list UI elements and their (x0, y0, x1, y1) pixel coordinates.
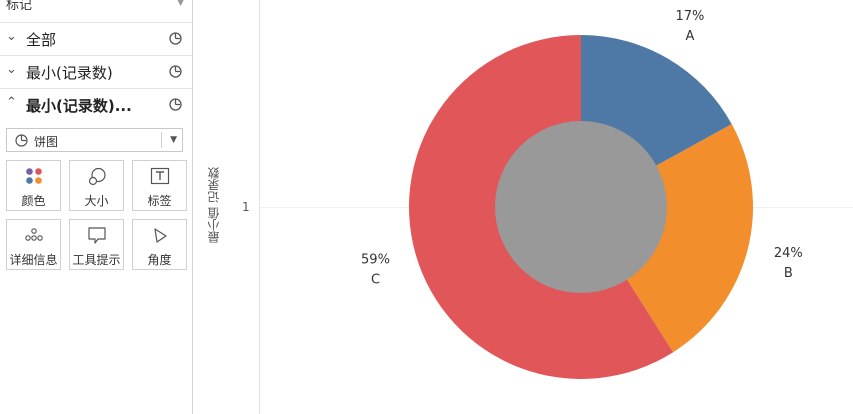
shelf-min-count-1[interactable]: ⌄ 最小(记录数) (0, 55, 192, 88)
tooltip-button[interactable]: 工具提示 (69, 219, 124, 270)
size-button[interactable]: 大小 (69, 160, 124, 211)
divider (161, 132, 162, 148)
size-icon (88, 167, 106, 186)
chevron-down-icon[interactable]: ▼ (177, 0, 184, 8)
slice-category-label: A (685, 29, 694, 44)
pie-chart-icon (169, 65, 182, 78)
angle-button-label: 角度 (147, 253, 172, 267)
chevron-down-icon[interactable]: ▼ (170, 135, 177, 145)
label-button[interactable]: 标签 (132, 160, 187, 211)
marks-panel: 标记 ▼ ⌄ 全部 ⌄ 最小(记录数) ⌃ 最小(记录数)... 饼图 (0, 0, 193, 414)
size-button-label: 大小 (84, 194, 109, 208)
color-button[interactable]: 颜色 (6, 160, 61, 211)
tooltip-button-label: 工具提示 (72, 253, 121, 267)
chevron-up-icon[interactable]: ⌃ (6, 95, 17, 110)
chevron-down-icon[interactable]: ⌄ (6, 29, 17, 44)
shelf-min-count-2[interactable]: ⌃ 最小(记录数)... (0, 88, 192, 121)
text-label-icon (150, 167, 169, 185)
pie-slice-b[interactable] (581, 124, 753, 353)
color-dots-icon (25, 168, 42, 184)
shelf-label: 最小(记录数)... (26, 97, 132, 115)
y-tick-label: 1 (242, 200, 250, 214)
chevron-down-icon[interactable]: ⌄ (6, 62, 17, 77)
donut-hole[interactable] (495, 121, 667, 293)
detail-dots-icon (24, 228, 43, 241)
mark-type-value: 饼图 (34, 135, 59, 149)
marks-header-title: 标记 (6, 0, 33, 13)
slice-category-label: B (784, 266, 793, 281)
label-button-label: 标签 (147, 194, 172, 208)
pie-chart-icon (169, 32, 182, 45)
shelf-all[interactable]: ⌄ 全部 (0, 22, 192, 55)
angle-button[interactable]: 角度 (132, 219, 187, 270)
pie-chart-icon (15, 134, 28, 147)
marks-header: 标记 ▼ (0, 0, 192, 14)
shelf-label: 全部 (26, 31, 57, 49)
detail-button[interactable]: 详细信息 (6, 219, 61, 270)
slice-percent-label: 17% (675, 9, 704, 24)
color-button-label: 颜色 (21, 194, 46, 208)
slice-percent-label: 59% (361, 253, 390, 268)
detail-button-label: 详细信息 (9, 253, 58, 267)
pie-chart-icon (169, 98, 182, 111)
slice-category-label: C (371, 273, 380, 288)
mark-type-dropdown[interactable]: 饼图 ▼ (6, 128, 183, 152)
tooltip-icon (87, 227, 106, 244)
angle-icon (153, 228, 167, 243)
shelf-label: 最小(记录数) (26, 64, 113, 82)
slice-percent-label: 24% (774, 246, 803, 261)
